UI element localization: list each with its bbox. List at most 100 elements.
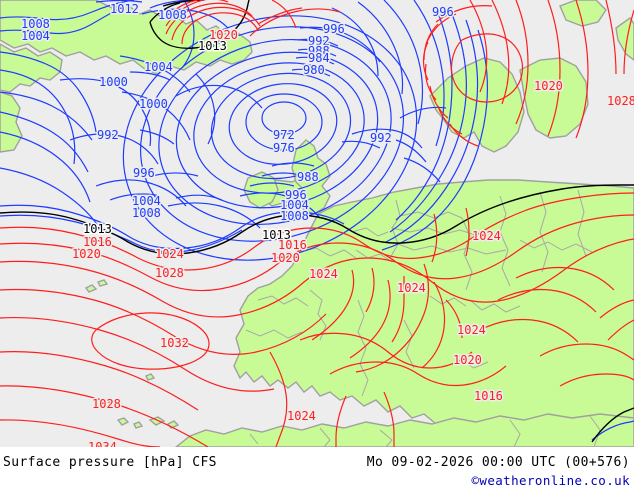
map-title: Surface pressure [hPa] CFS — [3, 455, 217, 470]
isobar-label-halo: 1020 — [453, 353, 482, 367]
isobar-label: 1024 — [155, 247, 184, 261]
isobar-label: 1024 — [287, 409, 316, 423]
land-great-britain — [291, 139, 331, 215]
isobar-label: 988 — [297, 170, 319, 184]
isobar-label: 1013 — [83, 222, 112, 236]
isobar-label: 996 — [285, 188, 307, 202]
isobar-label: 1013 — [262, 228, 291, 242]
isobar-label: 1028 — [155, 266, 184, 280]
isobar-label-halo: 1028 — [155, 266, 184, 280]
landmass-layer — [0, 0, 634, 447]
isobar-label-halo: 1004 — [21, 29, 50, 43]
isobar-label-halo: 1024 — [155, 247, 184, 261]
reference-isobar-1013 — [0, 0, 634, 443]
land-ireland — [243, 171, 279, 209]
land-atlantic-islets — [84, 279, 156, 381]
copyright-text[interactable]: ©weatheronline.co.uk — [471, 473, 630, 488]
isobar-label-halo: 984 — [308, 51, 330, 65]
isobar-label-halo: 980 — [303, 63, 325, 77]
land-continental-europe — [233, 179, 634, 447]
isobar-label-halo: 972 — [273, 128, 295, 142]
isobar-label-halo: 988 — [308, 44, 330, 58]
isobar-label-halo: 1016 — [83, 235, 112, 249]
isobar-label: 1013 — [198, 39, 227, 53]
isobar-label: 992 — [97, 128, 119, 142]
isobar-label: 976 — [273, 141, 295, 155]
isobar-label-halo: 1020 — [209, 28, 238, 42]
isobar-label: 1024 — [457, 323, 486, 337]
isobar-label-halo: 996 — [323, 22, 345, 36]
isobar-label-halo: 996 — [432, 5, 454, 19]
valid-time-text: Mo 09-02-2026 00:00 UTC (00+576) — [366, 455, 630, 470]
isobar-label: 1004 — [132, 194, 161, 208]
isobar-label-halo: 1034 — [88, 440, 117, 447]
isobar-972-core — [261, 101, 307, 135]
isobar-label-halo: 1024 — [472, 229, 501, 243]
isobar-label: 1016 — [474, 389, 503, 403]
map-canvas[interactable]: 1008 1008 1004 1004 1012 1012 1008 1008 1020 1020… — [0, 0, 634, 447]
isobar-label: 996 — [432, 5, 454, 19]
isobar-label-halo: 1013 — [83, 222, 112, 236]
isobar-label-halo: 988 — [297, 170, 319, 184]
isobar-label: 1012 — [110, 2, 139, 16]
isobar-label-halo: 1020 — [72, 247, 101, 261]
isobar-label: 1004 — [21, 29, 50, 43]
isobar-label: 1000 — [99, 75, 128, 89]
isobar-label-halo: 1024 — [287, 409, 316, 423]
isobar-label-halo: 1008 — [132, 206, 161, 220]
isobar-label-halo: 1008 — [280, 209, 309, 223]
isobar-label: 984 — [308, 51, 330, 65]
isobar-label-halo: 1004 — [132, 194, 161, 208]
isobar-label-halo: 1008 — [21, 17, 50, 31]
isobar-label: 1024 — [472, 229, 501, 243]
isobar-label-halo: 1013 — [262, 228, 291, 242]
isobar-label: 1028 — [607, 94, 634, 108]
low-pressure-isobars — [0, 0, 634, 441]
isobar-label-halo: 1000 — [99, 75, 128, 89]
isobar-label: 1008 — [21, 17, 50, 31]
isobar-label: 1000 — [139, 97, 168, 111]
isobar-label-halo: 1028 — [607, 94, 634, 108]
isobar-label: 1020 — [209, 28, 238, 42]
isobar-label: 1020 — [271, 251, 300, 265]
isobar-label: 1016 — [83, 235, 112, 249]
isobar-label-halo: 1028 — [92, 397, 121, 411]
isobar-label: 972 — [273, 128, 295, 142]
land-north-africa — [174, 413, 634, 447]
isobar-label: 1004 — [144, 60, 173, 74]
isobar-label: 1020 — [453, 353, 482, 367]
isobar-label: 1008 — [158, 8, 187, 22]
isobar-label: 1034 — [88, 440, 117, 447]
isobar-label: 992 — [370, 131, 392, 145]
isobar-label: 992 — [308, 34, 330, 48]
isobar-label-halo: 1016 — [278, 238, 307, 252]
isobar-label: 996 — [133, 166, 155, 180]
isobar-label: 1020 — [534, 79, 563, 93]
isobar-label: 1032 — [160, 336, 189, 350]
isobar-label: 988 — [308, 44, 330, 58]
isobar-label-halo: 1020 — [271, 251, 300, 265]
isobar-label: 1004 — [280, 198, 309, 212]
isobar-label: 996 — [323, 22, 345, 36]
isobar-label: 1008 — [132, 206, 161, 220]
land-greenland-south — [0, 43, 63, 93]
isobar-label-halo: 996 — [133, 166, 155, 180]
isobar-label: 1020 — [72, 247, 101, 261]
isobar-label-halo: 976 — [273, 141, 295, 155]
isobar-label: 980 — [303, 63, 325, 77]
isobar-label: 1008 — [280, 209, 309, 223]
land-arctic-islands — [559, 0, 607, 27]
isobar-label-halo: 1004 — [144, 60, 173, 74]
isobar-1032-core — [91, 312, 210, 370]
isobar-label-halo: 992 — [308, 34, 330, 48]
isobar-label-halo: 1024 — [457, 323, 486, 337]
isobar-label: 1016 — [278, 238, 307, 252]
isobar-label-halo: 1024 — [309, 267, 338, 281]
isobar-label-halo: 1024 — [397, 281, 426, 295]
isobar-label-halo: 992 — [370, 131, 392, 145]
isobar-label-halo: 1000 — [139, 97, 168, 111]
land-baffin — [0, 91, 23, 153]
isobar-label-halo: 1004 — [280, 198, 309, 212]
